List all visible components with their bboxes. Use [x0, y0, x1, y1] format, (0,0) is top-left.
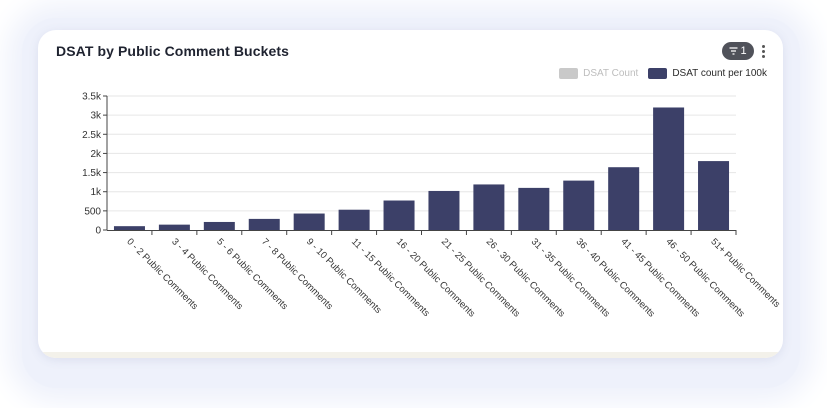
bar — [518, 187, 550, 230]
legend-label-dsat-per-100k: DSAT count per 100k — [672, 68, 767, 79]
bar — [473, 184, 505, 230]
bar — [383, 200, 415, 230]
y-tick-label: 2.5k — [82, 130, 102, 141]
legend-swatch-dsat-per-100k — [648, 68, 668, 79]
bar — [608, 167, 640, 230]
y-tick-label: 3k — [90, 111, 102, 122]
bar — [158, 224, 190, 230]
bar — [293, 213, 325, 230]
x-tick-label: 11 - 15 Public Comments — [349, 236, 432, 319]
chart-card: DSAT by Public Comment Buckets 1 DSAT Co… — [38, 30, 783, 358]
x-tick-label: 9 - 10 Public Comments — [304, 236, 384, 316]
legend-swatch-dsat-count — [559, 68, 579, 79]
x-tick-label: 36 - 40 Public Comments — [574, 236, 657, 319]
legend-item-dsat-count[interactable]: DSAT Count — [559, 68, 638, 79]
chart-legend: DSAT Count DSAT count per 100k — [549, 68, 767, 79]
y-tick-label: 1.5k — [82, 168, 102, 179]
x-tick-label: 46 - 50 Public Comments — [663, 236, 746, 319]
x-tick-label: 31 - 35 Public Comments — [529, 236, 612, 319]
card-title: DSAT by Public Comment Buckets — [56, 43, 290, 59]
y-tick-label: 500 — [84, 206, 101, 217]
legend-label-dsat-count: DSAT Count — [583, 68, 639, 79]
bar — [653, 107, 685, 230]
bar — [248, 218, 280, 230]
y-tick-label: 2k — [90, 149, 102, 160]
x-tick-label: 41 - 45 Public Comments — [619, 236, 702, 319]
bar — [428, 190, 460, 230]
bar — [338, 209, 370, 230]
y-tick-label: 0 — [95, 226, 101, 237]
y-tick-label: 1k — [90, 187, 102, 198]
bar — [203, 221, 235, 230]
x-tick-label: 16 - 20 Public Comments — [394, 236, 477, 319]
x-tick-label: 26 - 30 Public Comments — [484, 236, 567, 319]
filter-count-badge: 1 — [740, 45, 747, 57]
more-options-icon[interactable] — [758, 42, 768, 60]
x-tick-label: 21 - 25 Public Comments — [439, 236, 522, 319]
filter-icon — [729, 47, 738, 55]
filter-button[interactable]: 1 — [722, 42, 754, 60]
card-footer-strip — [38, 352, 783, 358]
bar — [563, 180, 595, 230]
bar — [113, 226, 145, 230]
bar — [698, 161, 730, 230]
y-tick-label: 3.5k — [82, 92, 102, 103]
legend-item-dsat-per-100k[interactable]: DSAT count per 100k — [648, 68, 767, 79]
